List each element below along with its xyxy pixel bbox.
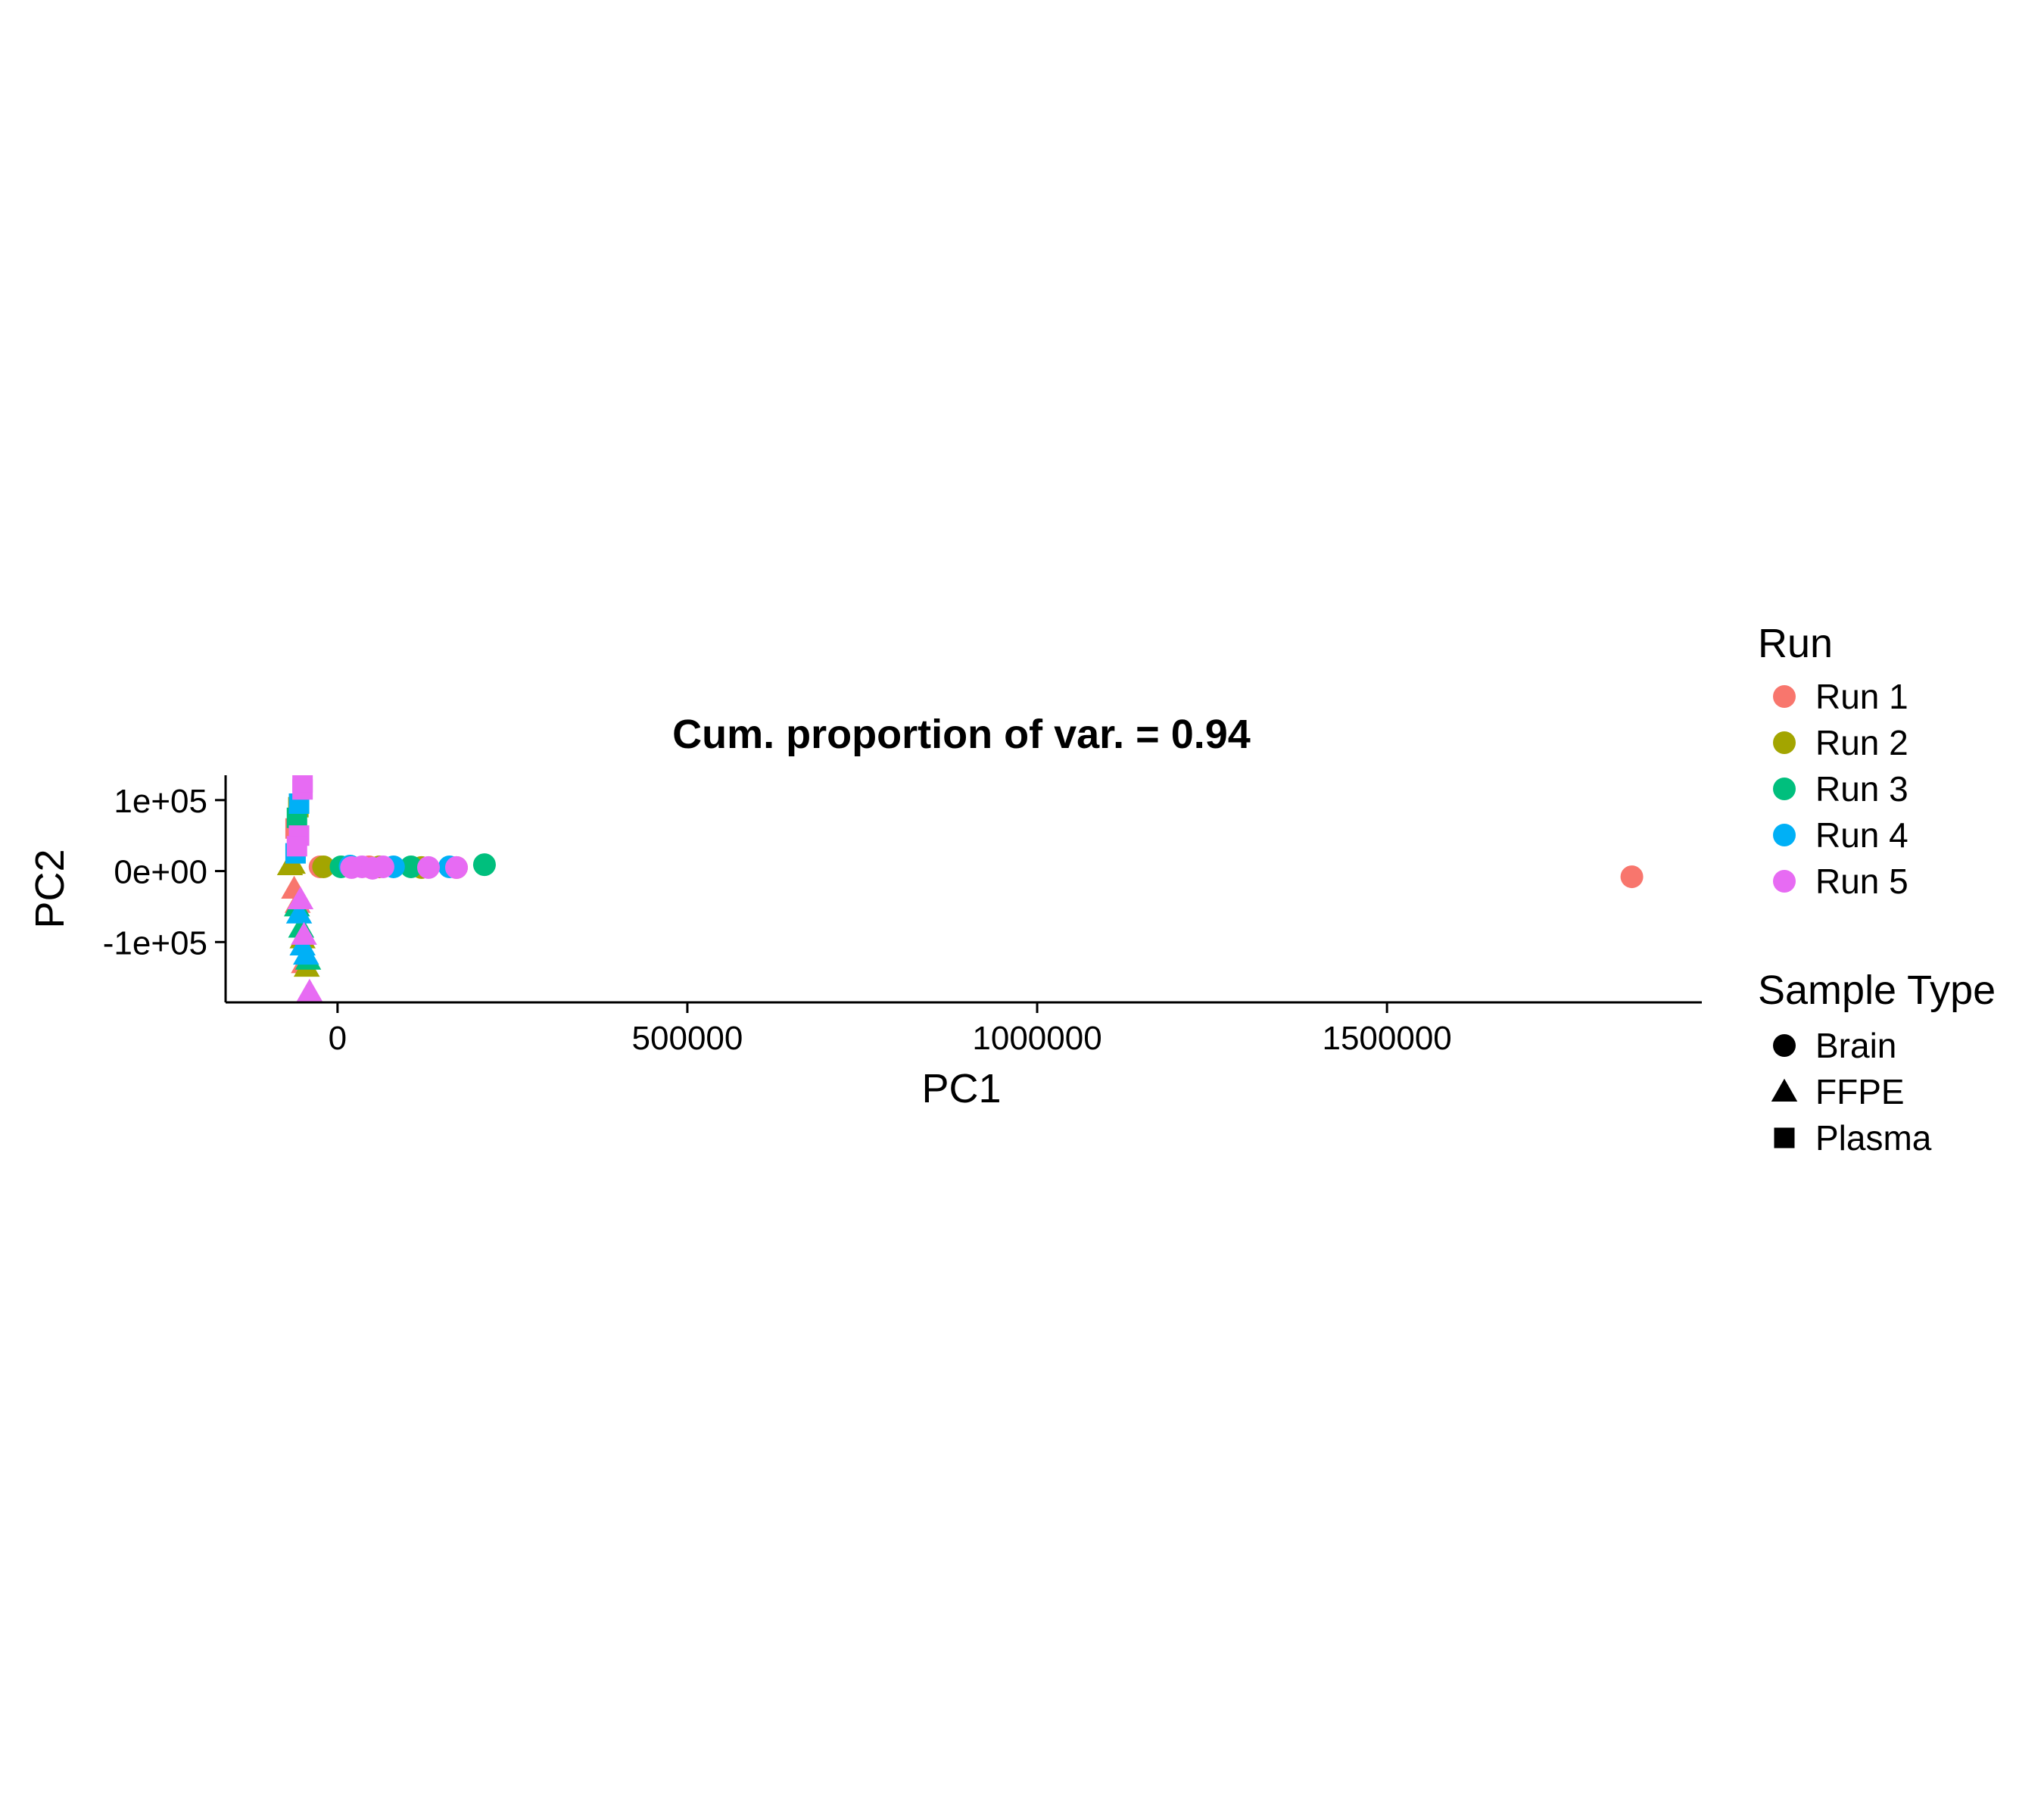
data-point [417, 856, 441, 879]
legend-run-label: Run 2 [1815, 723, 1908, 762]
x-tick-label: 0 [329, 1020, 347, 1057]
data-point [399, 855, 422, 878]
legend-run-key [1773, 778, 1796, 800]
legend-run-title: Run [1758, 621, 1833, 666]
legend-sample-type-label: FFPE [1815, 1072, 1905, 1111]
legend-run-label: Run 3 [1815, 769, 1908, 809]
legend-sample-type-label: Brain [1815, 1026, 1896, 1065]
y-tick-label: 1e+05 [114, 783, 207, 820]
y-axis-ticks: 1e+05 0e+00 -1e+05 [103, 783, 226, 961]
data-point [371, 855, 394, 878]
legend-run-label: Run 5 [1815, 862, 1908, 901]
x-tick-label: 500000 [632, 1020, 743, 1057]
y-tick-label: 0e+00 [114, 854, 207, 891]
data-point [292, 775, 313, 793]
legend-run-entries: Run 1 Run 2 Run 3 Run 4 Run 5 [1773, 677, 1908, 901]
data-point [285, 900, 313, 924]
legend-run-key [1773, 824, 1796, 846]
legend-sample-type-key [1773, 1034, 1796, 1057]
legend-sample-type-entries: Brain FFPE Plasma [1771, 1026, 1932, 1158]
x-axis-label: PC1 [921, 1066, 1001, 1111]
legend-run-key [1773, 685, 1796, 708]
legend-sample-type-key [1774, 1127, 1795, 1148]
data-point [312, 855, 335, 878]
legend-sample-type-label: Plasma [1815, 1118, 1932, 1158]
legend-sample-type-title: Sample Type [1758, 968, 1996, 1013]
y-tick-label: -1e+05 [103, 924, 207, 961]
legend: Run Run 1 Run 2 Run 3 Run 4 Run 5 Sample Typ… [1758, 621, 1996, 1158]
data-point [293, 941, 319, 965]
legend-run-label: Run 4 [1815, 815, 1908, 855]
data-points [276, 775, 1644, 1002]
x-tick-label: 1500000 [1322, 1020, 1451, 1057]
y-axis-label: PC2 [27, 849, 73, 928]
data-point [296, 978, 323, 1002]
data-point [1620, 865, 1644, 889]
legend-run-key [1773, 870, 1796, 893]
data-point [287, 886, 314, 909]
legend-sample-type-key [1771, 1078, 1798, 1102]
data-point [472, 853, 496, 877]
legend-run-key [1773, 731, 1796, 754]
legend-run-label: Run 1 [1815, 677, 1908, 716]
data-point [444, 856, 468, 879]
x-tick-label: 1000000 [972, 1020, 1101, 1057]
x-axis-ticks: 0 500000 1000000 1500000 [329, 1002, 1452, 1057]
chart-title: Cum. proportion of var. = 0.94 [672, 712, 1251, 757]
data-point [291, 921, 317, 945]
data-point [286, 836, 307, 857]
